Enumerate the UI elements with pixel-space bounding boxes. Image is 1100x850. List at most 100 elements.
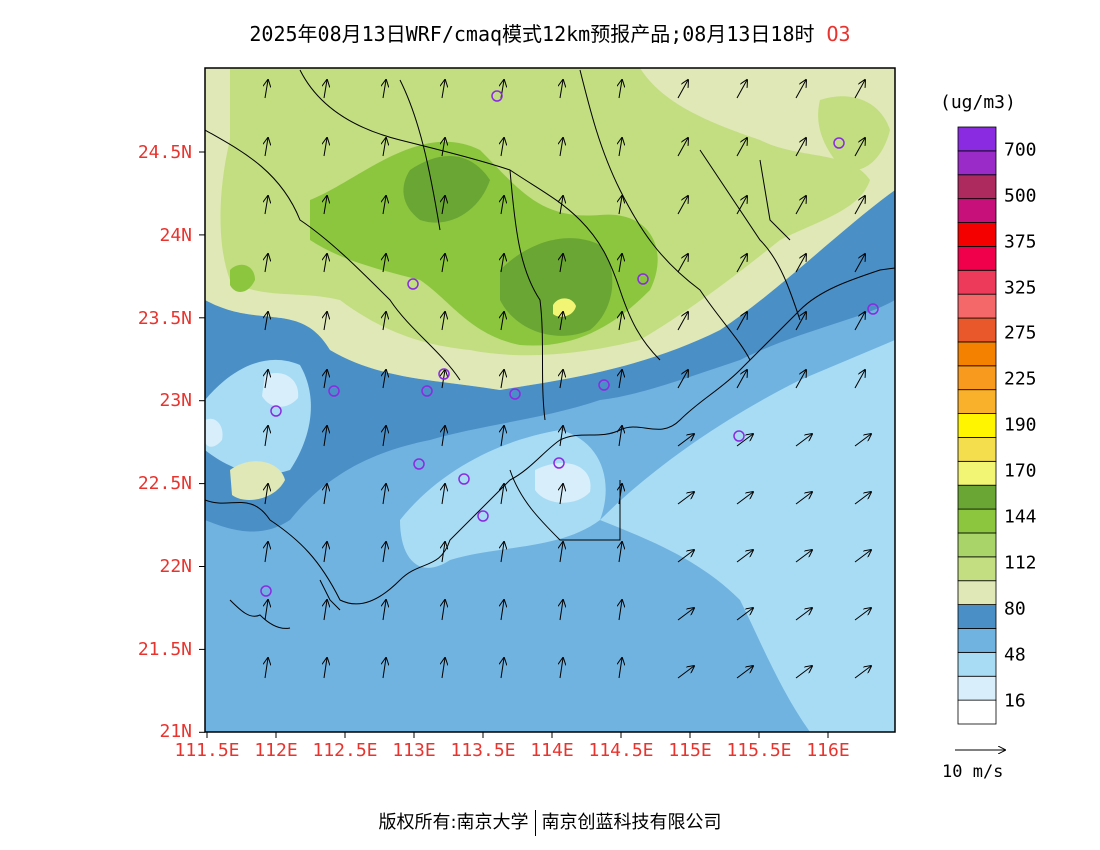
wind-vector — [324, 600, 327, 621]
colorbar-segment — [957, 341, 997, 367]
wind-vector — [736, 80, 747, 99]
wind-vector — [324, 254, 327, 273]
wind-vector — [324, 196, 327, 215]
wind-vector — [383, 80, 386, 99]
wind-vector — [677, 370, 688, 389]
wind-vector — [677, 550, 694, 563]
colorbar-segment — [957, 460, 997, 486]
station-marker — [598, 379, 610, 391]
wind-vector — [324, 484, 327, 505]
wind-vector — [736, 254, 747, 273]
wind-vector — [442, 138, 445, 157]
colorbar-unit: (ug/m3) — [940, 92, 1016, 113]
lat-label: 23.5N — [137, 308, 192, 329]
wind-vector — [383, 542, 386, 563]
lon-label: 115.5E — [726, 740, 792, 761]
wind-vector — [265, 138, 268, 157]
wind-vector — [795, 608, 812, 621]
wind-vector — [265, 312, 268, 331]
species-label: O3 — [826, 22, 851, 46]
wind-vector — [854, 492, 871, 505]
footer-copyright: 版权所有:南京大学 — [378, 812, 529, 833]
lat-label: 24N — [159, 225, 192, 246]
station-marker — [458, 473, 470, 485]
wind-vector — [265, 196, 268, 215]
wind-vector — [854, 550, 871, 563]
wind-vector — [560, 370, 563, 389]
wind-vector — [501, 370, 504, 389]
wind-vector — [677, 196, 688, 215]
wind-vector — [324, 80, 327, 99]
station-marker — [553, 457, 565, 469]
lon-label: 114E — [530, 740, 574, 761]
colorbar-segment — [957, 198, 997, 223]
colorbar-label: 144 — [1004, 506, 1037, 528]
copyright-footer: 版权所有:南京大学 南京创蓝科技有限公司 — [0, 808, 1100, 836]
colorbar-label: 112 — [1004, 552, 1037, 574]
wind-vector — [795, 196, 806, 215]
wind-vector — [677, 138, 688, 157]
wind-vector — [383, 658, 386, 679]
wind-vector — [383, 600, 386, 621]
station-markers — [260, 90, 879, 597]
colorbar — [957, 126, 997, 725]
colorbar-label: 275 — [1004, 322, 1037, 344]
colorbar-segment — [957, 651, 997, 677]
wind-vector — [795, 254, 806, 273]
wind-vector — [442, 312, 445, 331]
wind-vector — [383, 312, 386, 331]
wind-vector — [736, 666, 753, 679]
colorbar-segment — [957, 628, 997, 653]
station-marker — [438, 368, 450, 380]
ozone-concentration-field — [205, 68, 895, 732]
wind-vector — [619, 658, 622, 679]
colorbar-segment — [957, 508, 997, 534]
wind-vector — [442, 600, 445, 621]
wind-vector-field — [265, 80, 871, 679]
wind-vector — [619, 542, 622, 563]
colorbar-segment — [957, 675, 997, 701]
wind-vector — [501, 254, 504, 273]
wind-vector — [677, 254, 688, 273]
wind-vector — [619, 426, 622, 447]
wind-vector — [324, 312, 327, 331]
wind-vector — [265, 254, 268, 273]
station-marker — [477, 510, 489, 522]
wind-vector — [795, 434, 812, 447]
colorbar-segment — [957, 437, 997, 462]
wind-vector — [677, 492, 694, 505]
lon-label: 112.5E — [312, 740, 378, 761]
wind-vector — [383, 484, 386, 505]
map-title: 2025年08月13日WRF/cmaq模式12km预报产品;08月13日18时 O… — [0, 18, 1100, 47]
colorbar-segment — [957, 222, 997, 247]
wind-vector — [324, 138, 327, 157]
wind-vector — [619, 370, 622, 389]
station-marker — [260, 585, 272, 597]
wind-vector — [677, 608, 694, 621]
wind-vector — [560, 138, 563, 157]
colorbar-segment — [957, 245, 997, 271]
wind-vector — [324, 370, 327, 389]
wind-vector — [265, 80, 268, 99]
wind-vector — [501, 312, 504, 331]
wind-vector — [383, 138, 386, 157]
wind-vector — [795, 138, 806, 157]
wind-vector — [560, 312, 563, 331]
wind-vector — [854, 666, 871, 679]
colorbar-segment — [957, 556, 997, 582]
wind-vector — [795, 312, 806, 331]
station-marker — [328, 385, 340, 397]
lon-label: 112E — [254, 740, 298, 761]
wind-vector — [560, 658, 563, 679]
colorbar-segment — [957, 150, 997, 176]
wind-vector — [501, 426, 504, 447]
wind-vector — [501, 138, 504, 157]
wind-vector — [442, 80, 445, 99]
colorbar-label: 500 — [1004, 185, 1037, 207]
wind-vector — [736, 370, 747, 389]
wind-vector — [560, 600, 563, 621]
colorbar-label: 225 — [1004, 368, 1037, 390]
lon-label: 113.5E — [450, 740, 516, 761]
wind-vector — [736, 138, 747, 157]
